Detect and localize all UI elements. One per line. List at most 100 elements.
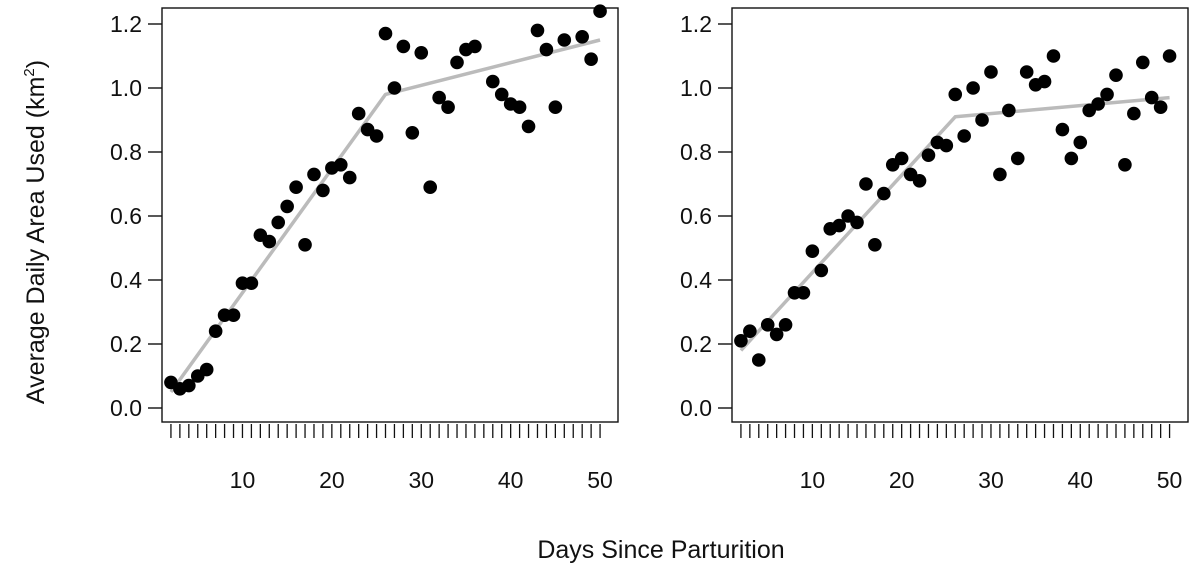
right-data-point	[778, 318, 793, 332]
left-data-point	[521, 119, 536, 134]
right-data-point	[734, 334, 748, 348]
right-data-point	[1118, 158, 1132, 172]
right-data-point	[1002, 103, 1016, 118]
left-y-tick-label: 1.0	[110, 75, 142, 101]
right-data-point	[1064, 151, 1079, 166]
right-data-point	[1100, 87, 1114, 102]
right-y-tick-label: 0.2	[680, 331, 712, 357]
right-data-point	[921, 148, 936, 162]
left-data-point	[271, 215, 286, 230]
y-axis-title-main: Average Daily Area Used (km	[22, 77, 50, 404]
right-data-point	[796, 286, 811, 300]
right-x-tick-label: 30	[978, 467, 1004, 493]
left-data-point	[485, 74, 500, 89]
right-data-point	[850, 215, 864, 230]
left-data-point	[548, 100, 563, 114]
right-data-point	[1127, 106, 1141, 121]
left-data-point	[557, 33, 572, 47]
y-axis-title-tail: )	[22, 60, 50, 68]
left-panel: 0.0 0.2 0.4 0.6 0.8 1.0 1.2 10 20 30 40 50	[110, 4, 619, 493]
right-data-point	[859, 177, 873, 191]
right-y-tick-label: 0.4	[680, 267, 712, 293]
right-data-point	[1153, 100, 1168, 114]
left-x-tick-label: 40	[498, 467, 524, 493]
left-data-point	[530, 23, 545, 38]
left-data-point	[441, 100, 455, 114]
left-x-tick-label: 50	[587, 467, 613, 493]
right-data-point	[1055, 122, 1070, 137]
y-axis-title: Average Daily Area Used (km2)	[21, 60, 50, 404]
left-data-point	[414, 46, 429, 60]
right-data-point	[1091, 97, 1105, 111]
left-data-point	[584, 52, 598, 66]
right-plot-frame	[731, 7, 1189, 423]
left-data-point	[450, 55, 464, 70]
left-y-tick-label: 1.2	[110, 11, 142, 37]
right-data-point	[1037, 74, 1052, 89]
left-data-point	[289, 180, 303, 194]
left-data-point	[182, 378, 196, 393]
left-x-tick-label: 20	[319, 467, 345, 493]
left-data-point	[334, 158, 348, 172]
right-x-tick-label: 40	[1067, 467, 1093, 493]
left-plot-frame	[161, 7, 619, 423]
left-data-point	[369, 129, 384, 143]
right-data-point	[939, 138, 954, 153]
right-data-point	[760, 318, 775, 332]
right-x-tick-label: 20	[889, 467, 915, 493]
right-fit-line	[739, 95, 1170, 352]
right-y-tick-label: 1.0	[680, 75, 712, 101]
right-data-point	[1135, 55, 1150, 70]
left-data-point	[539, 42, 554, 57]
left-data-point	[244, 276, 259, 291]
left-data-point	[432, 90, 446, 105]
left-data-point	[226, 308, 241, 323]
left-data-point	[512, 100, 527, 114]
right-data-point	[984, 65, 998, 79]
left-data-point	[468, 39, 482, 54]
right-data-point	[957, 129, 971, 143]
left-data-point	[396, 39, 411, 54]
right-data-point	[1162, 49, 1177, 63]
right-data-point	[877, 186, 891, 201]
right-data-point	[894, 151, 909, 166]
right-data-point	[743, 324, 757, 339]
right-data-point	[805, 244, 820, 258]
right-data-point	[1073, 135, 1088, 150]
right-y-tick-label: 1.2	[680, 11, 712, 37]
right-data-point	[966, 81, 980, 95]
left-data-point	[387, 81, 402, 95]
left-data-point	[262, 234, 277, 249]
left-data-point	[351, 106, 366, 121]
right-data-point	[1046, 49, 1061, 63]
left-y-tick-label: 0.2	[110, 331, 142, 357]
right-y-tick-label: 0.6	[680, 203, 712, 229]
left-data-point	[575, 30, 589, 44]
right-data-point	[1144, 90, 1159, 105]
left-data-point	[280, 199, 294, 214]
left-data-point	[593, 4, 607, 18]
right-y-tick-label: 0.0	[680, 395, 712, 421]
left-y-tick-label: 0.4	[110, 267, 142, 293]
left-data-point	[298, 238, 312, 252]
right-data-point	[912, 174, 927, 188]
left-data-point	[316, 183, 330, 198]
right-data-point	[975, 113, 989, 127]
right-data-point	[832, 218, 846, 233]
right-data-point	[1109, 68, 1123, 82]
right-x-tick-label: 10	[800, 467, 826, 493]
right-data-point	[1010, 151, 1025, 166]
left-data-point	[494, 87, 509, 102]
right-x-tick-label: 50	[1157, 467, 1183, 493]
left-data-point	[405, 126, 420, 140]
left-x-tick-label: 10	[230, 467, 256, 493]
left-data-point	[208, 324, 223, 339]
left-fit-line	[169, 38, 601, 394]
left-data-point	[307, 167, 321, 182]
right-data-point	[948, 87, 963, 102]
left-x-tick-label: 30	[408, 467, 434, 493]
x-axis-title: Days Since Parturition	[537, 536, 784, 564]
left-data-point	[199, 362, 214, 377]
left-y-tick-label: 0.8	[110, 139, 142, 165]
